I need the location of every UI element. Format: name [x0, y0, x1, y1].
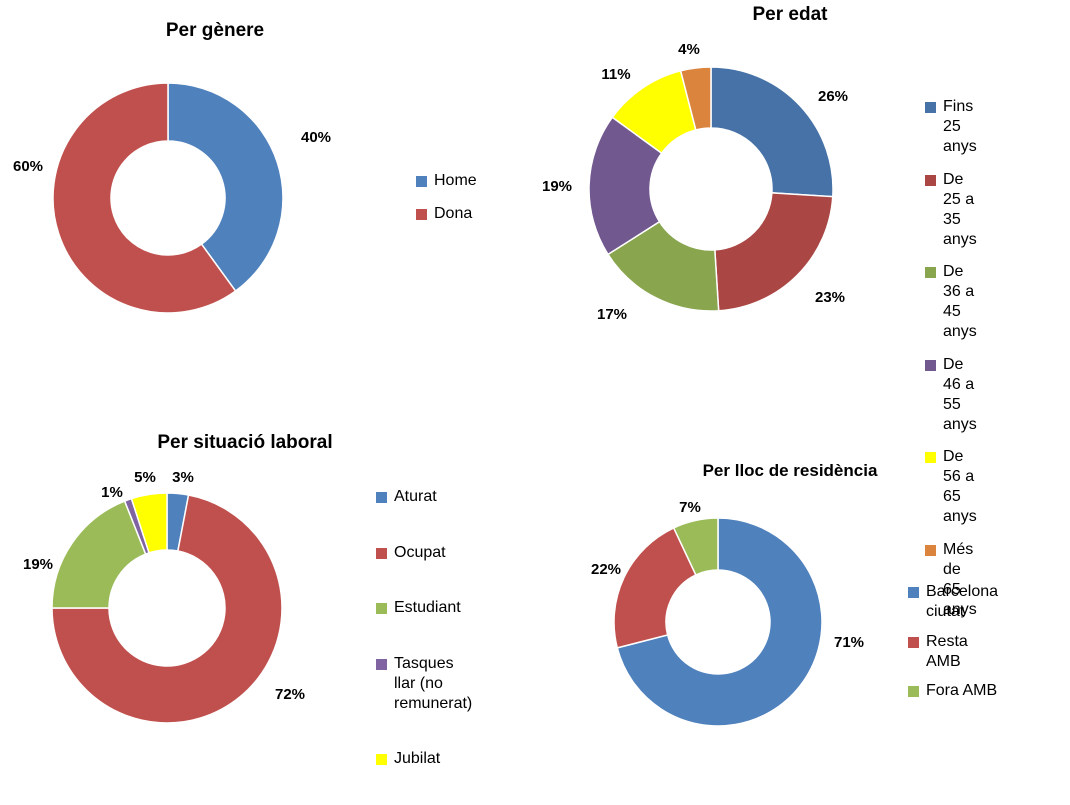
data-label: 5%: [134, 469, 156, 486]
legend-item: Dona: [416, 204, 477, 224]
legend-label: Tasques llar (no remunerat): [394, 654, 473, 712]
legend-item: De 36 a 45 anys: [925, 262, 977, 342]
chart-title: Per gènere: [165, 20, 265, 41]
legend-label: De 56 a 65 anys: [943, 448, 977, 525]
legend-swatch: [908, 636, 919, 648]
legend-label: Barcelona ciutat: [926, 583, 999, 620]
donut-slice: [679, 66, 712, 131]
legend-item: Barcelona ciutat: [908, 582, 998, 622]
legend-label: Més de 65 anys: [943, 540, 977, 618]
legend-swatch: [925, 544, 936, 556]
donut-slice: [52, 82, 237, 314]
donut-slice: [167, 82, 284, 293]
legend-swatch: [416, 176, 427, 187]
data-label: 40%: [301, 129, 331, 146]
legend-swatch: [925, 359, 936, 371]
data-label: 19%: [23, 556, 53, 573]
donut-slice: [613, 526, 697, 649]
legend-swatch: [376, 547, 387, 559]
legend-label: Jubilat: [394, 750, 441, 767]
legend-item: Fins 25 anys: [925, 97, 977, 157]
donut-chart: 40% 60%: [13, 82, 331, 314]
legend-label: Home: [434, 172, 477, 189]
legend-label: Dona: [434, 205, 473, 222]
legend-label: De 25 a 35 anys: [943, 170, 977, 248]
legend-swatch: [376, 603, 387, 614]
legend-item: Jubilat: [376, 749, 472, 769]
legend-label: De 46 a 55 anys: [943, 355, 977, 433]
legend-swatch: [925, 452, 936, 463]
legend-swatch: [376, 658, 387, 670]
donut-slice: [714, 192, 834, 312]
data-label: 19%: [542, 178, 572, 195]
donut-slice: [51, 494, 283, 724]
chart-title: Per lloc de residència: [702, 461, 878, 480]
legend-label: Ocupat: [394, 543, 446, 561]
legend-swatch: [925, 267, 936, 278]
legend-item: De 25 a 35 anys: [925, 170, 977, 250]
data-label: 22%: [591, 561, 621, 578]
donut-slice: [616, 517, 823, 727]
legend-item: De 46 a 55 anys: [925, 355, 977, 435]
legend-label: Resta AMB: [926, 632, 968, 670]
data-label: 4%: [678, 41, 700, 58]
data-label: 1%: [101, 484, 123, 501]
chart-title: Per edat: [752, 4, 828, 25]
chart-title: Per situació laboral: [157, 432, 333, 453]
legend: Aturat Ocupat Estudiant Tasques llar (no re…: [376, 487, 472, 805]
legend-item: Resta AMB: [908, 632, 998, 672]
data-label: 7%: [679, 499, 701, 516]
legend-swatch: [376, 754, 387, 765]
legend-item: Aturat: [376, 487, 472, 507]
donut-slice: [672, 517, 719, 576]
legend-item: Estudiant: [376, 598, 472, 618]
legend-swatch: [925, 102, 936, 113]
legend-item: Més de 65 anys: [925, 540, 977, 620]
legend-label: Aturat: [394, 488, 437, 505]
legend-label: Fora AMB: [926, 682, 998, 699]
legend-label: De 36 a 45 anys: [943, 263, 977, 340]
donut-slice: [130, 492, 168, 554]
legend-swatch: [908, 686, 919, 697]
legend-label: Estudiant: [394, 599, 461, 616]
legend: Barcelona ciutat Resta AMB Fora AMB: [908, 582, 998, 711]
legend-swatch: [416, 209, 427, 220]
legend-swatch: [908, 587, 919, 598]
donut-chart: 71% 22% 7%: [591, 499, 864, 727]
data-label: 11%: [601, 66, 630, 83]
donut-chart: 3% 72% 19% 1% 5%: [23, 469, 305, 724]
data-label: 23%: [815, 289, 845, 306]
legend-item: De 56 a 65 anys: [925, 447, 977, 527]
legend-item: Fora AMB: [908, 681, 998, 701]
donut-chart: 26% 23% 17% 19% 11% 4%: [542, 41, 848, 323]
data-label: 17%: [597, 306, 627, 323]
donut-slice: [710, 66, 834, 198]
data-label: 60%: [13, 158, 43, 175]
data-label: 72%: [275, 686, 305, 703]
legend-item: Home: [416, 171, 477, 191]
legend: Fins 25 anys De 25 a 35 anys De 36 a 45 an…: [925, 97, 977, 632]
legend-swatch: [925, 174, 936, 186]
legend-label: Fins 25 anys: [943, 98, 977, 155]
legend-swatch: [376, 492, 387, 503]
legend-item: Ocupat: [376, 543, 472, 563]
legend-item: Tasques llar (no remunerat): [376, 654, 472, 714]
data-label: 71%: [834, 634, 864, 651]
data-label: 3%: [172, 469, 194, 486]
donut-slice: [51, 500, 147, 609]
data-label: 26%: [818, 88, 848, 105]
legend: Home Dona: [416, 171, 477, 237]
